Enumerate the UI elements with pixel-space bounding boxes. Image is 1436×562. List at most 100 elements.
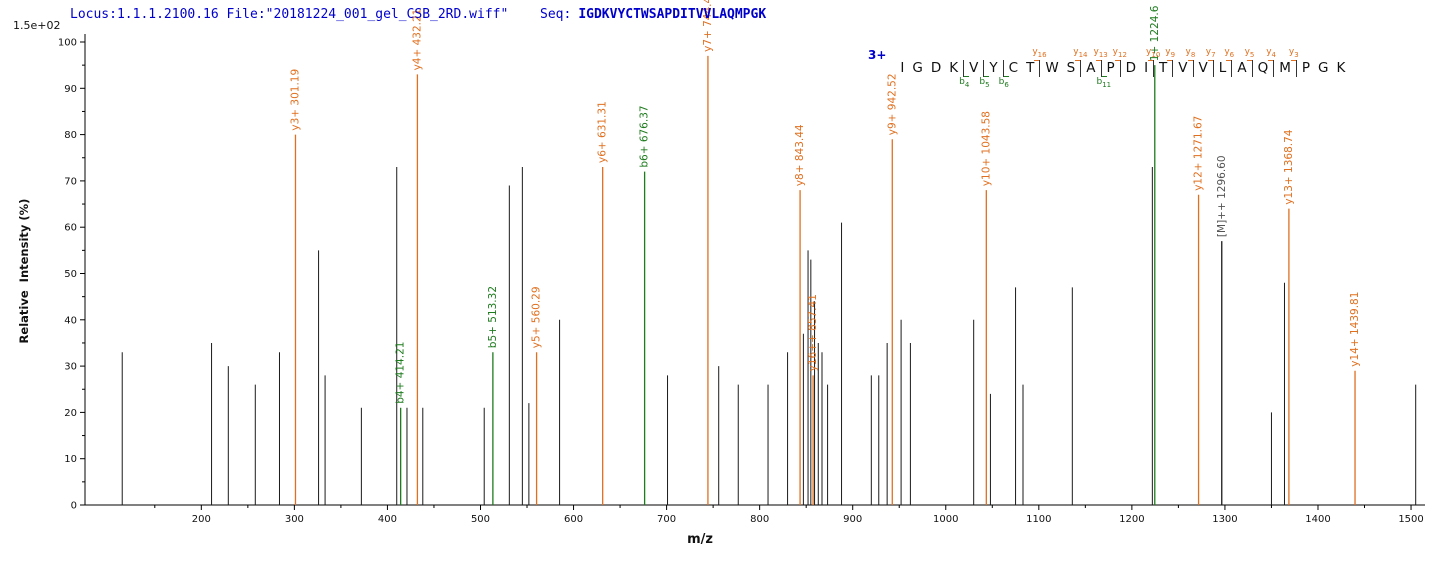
peak-label: y14+ 1439.81 [1349,292,1361,367]
cleavage-marker: y14 [1073,47,1088,77]
seq-label: Seq: [540,7,572,22]
residue: T [1026,60,1035,76]
x-tick-label: 1000 [933,514,958,525]
cleavage-marker: y10 [1146,47,1160,77]
y-tick-label: 70 [64,176,77,187]
cleavage-marker: y5 [1245,47,1254,77]
cleavage-marker: y6 [1224,47,1234,77]
cleavage-marker: y7 [1206,47,1216,77]
cleavage-marker: b5 [979,59,990,89]
y-ion-tag: y8 [1185,46,1196,59]
residue: A [1086,60,1096,76]
sequence-header: Seq: IGDKVYCTWSAPDITVVLAQMPGK [540,7,766,22]
residue: Y [989,60,998,76]
y-ion-tag: y13 [1093,46,1108,59]
peak-label: 1+ 1224.6 [1149,5,1161,61]
x-tick-label: 200 [192,514,211,525]
peak-label: b4+ 414.21 [395,342,407,404]
seq-value: IGDKVYCTWSAPDITVVLAQMPGK [578,7,767,22]
b-ion-tag: b11 [1096,76,1112,89]
y-axis-title: Relative Intensity (%) [17,198,31,344]
y-axis-ticks: 0 10 20 30 40 50 60 70 80 90 100 [58,38,85,512]
y-ion-tag: y10 [1146,46,1161,59]
peak-label: y10+ 1043.58 [980,111,992,186]
residue: K [1336,60,1346,76]
x-axis-title: m/z [687,532,713,547]
b-ion-tag: b6 [998,76,1009,89]
residue: W [1045,60,1059,76]
residue: V [969,60,979,76]
residue: S [1066,60,1076,76]
peak-label: b6+ 676.37 [639,105,651,167]
y-tick-label: 50 [64,269,77,280]
y-ion-tag: y6 [1224,46,1235,59]
residue: A [1237,60,1247,76]
residue: M [1279,60,1291,76]
unlabeled-peaks [121,167,1417,505]
cleavage-marker: y3 [1289,47,1299,77]
x-tick-label: 300 [285,514,304,525]
x-tick-label: 1500 [1398,514,1423,525]
x-tick-label: 700 [657,514,676,525]
y-ion-tag: y3 [1288,46,1299,59]
peak-label: y12+ 1271.67 [1193,116,1205,191]
axes [84,34,1425,506]
y-tick-label: 60 [64,223,77,234]
residue: T [1159,60,1168,76]
x-tick-label: 900 [843,514,862,525]
locus-file-text: Locus:1.1.1.2100.16 File:"20181224_001_g… [70,7,509,22]
precursor-charge-label: 3+ [868,48,887,62]
residue: I [1144,60,1149,76]
peak-label: y7+ 744.42 [702,0,714,52]
y-ion-tag: y4 [1266,46,1277,59]
y-tick-label: 20 [64,408,77,419]
peak-label: y6+ 631.31 [597,101,609,163]
residue: V [1198,60,1208,76]
peak-label: b5+ 513.32 [487,286,499,348]
x-tick-label: 1300 [1212,514,1237,525]
peak-label: y5+ 560.29 [531,286,543,348]
residue: D [1125,60,1137,76]
residue: C [1008,60,1019,76]
y-tick-label: 100 [58,38,77,49]
y-ion-tag: y16 [1032,46,1047,59]
residue: Q [1257,60,1269,76]
x-tick-label: 1200 [1119,514,1144,525]
b-ion-tag: b4 [959,76,970,89]
y-ion-tag: y12 [1112,46,1127,59]
cleavage-marker: y4 [1266,47,1276,77]
peak-label: y16++ 857.41 [807,294,819,371]
cleavage-marker: y16 [1032,47,1047,77]
y-tick-label: 80 [64,130,77,141]
y-tick-label: 10 [64,454,77,465]
residue: P [1301,60,1311,76]
b-ion-tag: b5 [979,76,990,89]
x-tick-label: 400 [378,514,397,525]
peak-label: y8+ 843.44 [794,124,806,186]
y-ion-tag: y7 [1205,46,1216,59]
x-tick-label: 1100 [1026,514,1051,525]
y-ion-tag: y5 [1244,46,1255,59]
residue: I [900,60,905,76]
y-ion-tag: y9 [1165,46,1176,59]
residue: D [930,60,942,76]
peak-label: y3+ 301.19 [289,69,301,131]
peak-label: y13+ 1368.74 [1283,129,1295,204]
cleavage-marker: y9 [1165,47,1175,77]
peak-label: y4+ 432.21 [411,9,423,71]
cleavage-marker: y12 [1113,47,1127,77]
x-axis-ticks: 200 300 400 500 600 700 800 900 1000 1100 1200 1300… [154,505,1424,525]
residue: G [912,60,923,76]
peak-label: y9+ 942.52 [886,73,898,135]
residue: G [1318,60,1329,76]
x-tick-label: 1400 [1305,514,1330,525]
residue: K [949,60,959,76]
y-ion-tag: y14 [1073,46,1088,59]
x-tick-label: 600 [564,514,583,525]
y-tick-label: 0 [71,501,77,512]
peak-label: [M]++ 1296.60 [1216,155,1228,237]
